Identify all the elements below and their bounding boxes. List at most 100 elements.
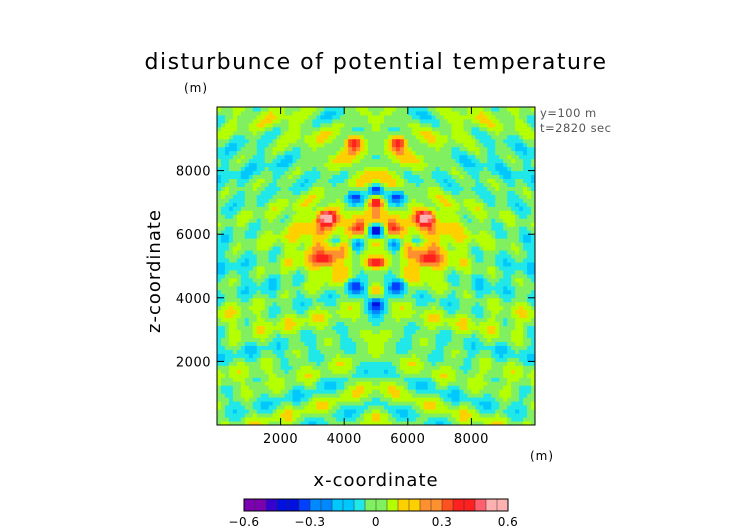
field-cell [292, 242, 297, 247]
field-cell [240, 242, 246, 247]
field-cell [459, 230, 464, 235]
field-cell [443, 329, 448, 335]
field-cell [467, 262, 472, 267]
field-cell [495, 353, 500, 358]
field-cell [360, 277, 365, 283]
field-cell [519, 202, 524, 207]
field-cell [312, 393, 317, 398]
field-cell [419, 214, 425, 219]
field-cell [217, 289, 222, 295]
field-cell [268, 393, 274, 398]
field-cell [439, 313, 445, 319]
field-cell [475, 405, 480, 410]
field-cell [244, 325, 250, 331]
field-cell [455, 353, 460, 358]
field-cell [475, 182, 480, 187]
field-cell [372, 349, 377, 354]
field-cell [427, 393, 433, 398]
field-cell [272, 321, 278, 327]
field-cell [447, 325, 452, 331]
field-cell [423, 194, 429, 199]
field-cell [435, 214, 441, 219]
field-cell [519, 369, 524, 374]
field-cell [300, 397, 305, 402]
field-cell [328, 178, 333, 183]
field-cell [264, 234, 270, 239]
field-cell [292, 309, 297, 315]
field-cell [252, 401, 258, 406]
field-cell [332, 345, 337, 350]
field-cell [499, 250, 504, 255]
field-cell [435, 194, 441, 199]
field-cell [217, 329, 222, 335]
field-cell [320, 266, 325, 271]
field-cell [451, 277, 456, 283]
field-cell [228, 373, 234, 378]
field-cell [431, 353, 437, 358]
field-cell [352, 393, 357, 398]
field-cell [467, 313, 472, 319]
field-cell [348, 289, 353, 295]
field-cell [328, 273, 333, 279]
field-cell [435, 409, 441, 414]
field-cell [519, 337, 524, 342]
field-cell [340, 258, 345, 263]
field-cell [232, 337, 238, 342]
field-cell [439, 357, 445, 362]
field-cell [439, 266, 445, 271]
field-cell [475, 381, 480, 386]
field-cell [236, 246, 242, 251]
field-cell [487, 258, 492, 263]
field-cell [411, 210, 417, 215]
field-cell [527, 186, 532, 191]
field-cell [220, 210, 226, 215]
field-cell [391, 289, 397, 295]
field-cell [268, 381, 274, 386]
field-cell [324, 178, 329, 183]
field-cell [280, 341, 286, 346]
field-cell [499, 289, 504, 295]
field-cell [328, 305, 333, 311]
field-cell [471, 377, 476, 382]
field-cell [531, 321, 536, 327]
field-cell [415, 313, 421, 319]
field-cell [415, 301, 421, 307]
field-cell [340, 317, 345, 323]
field-cell [308, 385, 313, 390]
field-cell [475, 421, 480, 426]
field-cell [376, 277, 381, 283]
field-cell [471, 198, 476, 203]
field-cell [316, 337, 321, 342]
field-cell [467, 214, 472, 219]
field-cell [491, 413, 496, 418]
field-cell [439, 369, 445, 374]
field-cell [336, 190, 341, 195]
field-cell [296, 234, 301, 239]
field-cell [336, 373, 341, 378]
field-cell [328, 393, 333, 398]
field-cell [364, 194, 369, 199]
field-cell [276, 266, 282, 271]
field-cell [507, 353, 512, 358]
field-cell [511, 305, 516, 311]
field-cell [248, 297, 254, 303]
field-cell [336, 393, 341, 398]
field-cell [447, 206, 452, 211]
field-cell [280, 321, 286, 327]
field-cell [280, 313, 286, 319]
field-cell [264, 277, 270, 283]
field-cell [252, 242, 258, 247]
field-cell [439, 373, 445, 378]
field-cell [479, 289, 484, 295]
field-cell [356, 269, 361, 275]
field-cell [232, 321, 238, 327]
field-cell [372, 421, 377, 426]
field-cell [447, 373, 452, 378]
field-cell [515, 377, 520, 382]
field-cell [264, 202, 270, 207]
field-cell [217, 238, 222, 243]
field-cell [244, 337, 250, 342]
field-cell [356, 297, 361, 303]
field-cell [407, 210, 413, 215]
field-cell [391, 258, 397, 263]
